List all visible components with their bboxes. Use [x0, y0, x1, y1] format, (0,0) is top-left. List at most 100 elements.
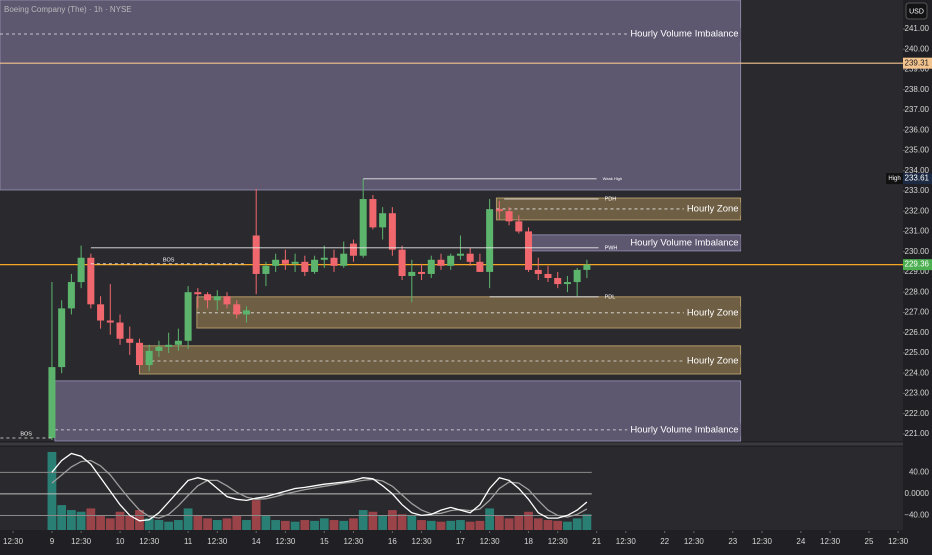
- candle-body: [58, 308, 66, 368]
- candle-body: [544, 273, 552, 279]
- volume-bar: [329, 520, 339, 530]
- zone-label: Hourly Volume Imbalance: [630, 237, 738, 248]
- x-tick-label: 9: [50, 537, 55, 546]
- y-tick-label: 236.00: [905, 125, 930, 134]
- volume-bar: [183, 508, 193, 530]
- candle-body: [135, 342, 143, 366]
- candle-body: [311, 259, 319, 272]
- candle-body: [301, 261, 309, 272]
- candle-body: [418, 271, 426, 274]
- volume-bar: [242, 520, 251, 530]
- candle-body: [67, 282, 75, 309]
- candle-body: [369, 199, 377, 228]
- volume-bar: [174, 520, 183, 530]
- volume-bar: [57, 505, 67, 530]
- candle-body: [573, 269, 581, 283]
- candle-body: [476, 261, 484, 272]
- oscillator: [0, 451, 592, 530]
- annotation-label: BOS: [20, 431, 32, 437]
- candle-body: [223, 296, 231, 305]
- y-tick-label: 235.00: [905, 146, 930, 155]
- candle-body: [272, 259, 280, 266]
- y-tick-label: 222.00: [905, 409, 930, 418]
- volume-bar: [543, 520, 553, 530]
- zone-label: Hourly Zone: [687, 356, 739, 367]
- y-tick-label: 231.00: [905, 227, 930, 236]
- x-tick-label: 12:30: [684, 537, 705, 546]
- x-tick-label: 24: [796, 537, 805, 546]
- y-tick-label: 228.00: [905, 287, 930, 296]
- volume-bar: [475, 520, 485, 530]
- price-tag: [903, 57, 932, 69]
- x-tick-label: 12:30: [139, 537, 160, 546]
- x-tick-label: 12:30: [207, 537, 228, 546]
- annotation-label: PDL: [605, 294, 616, 300]
- zone: [54, 380, 742, 442]
- volume-bar: [465, 521, 475, 530]
- x-tick-label: 12:30: [888, 537, 909, 546]
- price-tag: [903, 173, 932, 185]
- volume-bar: [358, 510, 368, 530]
- oscillator-line: [51, 452, 588, 522]
- currency-button[interactable]: [905, 2, 928, 20]
- volume-bar: [125, 515, 135, 530]
- candles: [48, 178, 591, 440]
- y-tick-label: 225.00: [905, 348, 930, 357]
- candle-body: [145, 350, 153, 366]
- volume-bar: [368, 511, 378, 530]
- zone-label-bg: [683, 354, 741, 368]
- oscillator-tick-label: −40.00: [904, 511, 929, 520]
- candle-body: [340, 253, 348, 266]
- candle-body: [252, 235, 260, 274]
- candle-body: [165, 344, 173, 347]
- price-tag-name: High: [888, 176, 900, 182]
- volume-bar: [524, 511, 533, 530]
- x-tick-label: 25: [865, 537, 874, 546]
- candle-body: [408, 271, 416, 276]
- zone-label-bg: [683, 306, 741, 320]
- x-tick-label: 12:30: [548, 537, 569, 546]
- y-tick-label: 241.00: [905, 24, 930, 33]
- y-tick-label: 233.00: [905, 186, 930, 195]
- x-tick-label: 12:30: [820, 537, 841, 546]
- annotation-label: PDH: [605, 196, 617, 202]
- volume-bar: [378, 515, 388, 530]
- candle-body: [563, 282, 571, 285]
- candle-body: [48, 367, 56, 438]
- x-tick-label: 12:30: [3, 537, 24, 546]
- volume-bar: [397, 514, 407, 530]
- volume-bar: [426, 520, 436, 530]
- volume-bar: [232, 515, 242, 530]
- candle-body: [583, 264, 591, 270]
- volume-bar: [417, 520, 426, 530]
- volume-bar: [271, 520, 281, 530]
- zone-label: Hourly Zone: [687, 307, 739, 318]
- oscillator-tick-label: 0.0000: [905, 489, 930, 498]
- candle-body: [106, 320, 114, 323]
- y-tick-label: 232.00: [905, 206, 930, 215]
- volume-bar: [76, 511, 86, 530]
- y-tick-label: 227.00: [905, 308, 930, 317]
- x-tick-label: 16: [388, 537, 397, 546]
- axes: 40.00 0.0000 −40.00 221.00 222.00 223.00 224.0…: [3, 24, 932, 546]
- chart-title: Boeing Company (The) · 1h · NYSE: [4, 5, 132, 14]
- candle-body: [379, 213, 387, 228]
- volume-bar: [154, 520, 164, 530]
- volume-bar: [310, 520, 319, 530]
- candle-body: [495, 209, 503, 212]
- candle-body: [262, 265, 270, 274]
- candle-body: [534, 269, 542, 274]
- x-tick-label: 12:30: [275, 537, 296, 546]
- candle-body: [77, 257, 85, 283]
- volume-bar: [96, 515, 105, 530]
- zone-label-bg: [627, 27, 741, 41]
- volume-bar: [504, 518, 514, 530]
- price-tag-name-bg: [886, 173, 903, 185]
- x-tick-label: 14: [252, 537, 261, 546]
- candle-body: [349, 243, 357, 256]
- volume-bar: [280, 520, 290, 530]
- price-tag-label: 239.31: [905, 58, 930, 67]
- x-tick-label: 15: [320, 537, 329, 546]
- x-tick-label: 18: [524, 537, 533, 546]
